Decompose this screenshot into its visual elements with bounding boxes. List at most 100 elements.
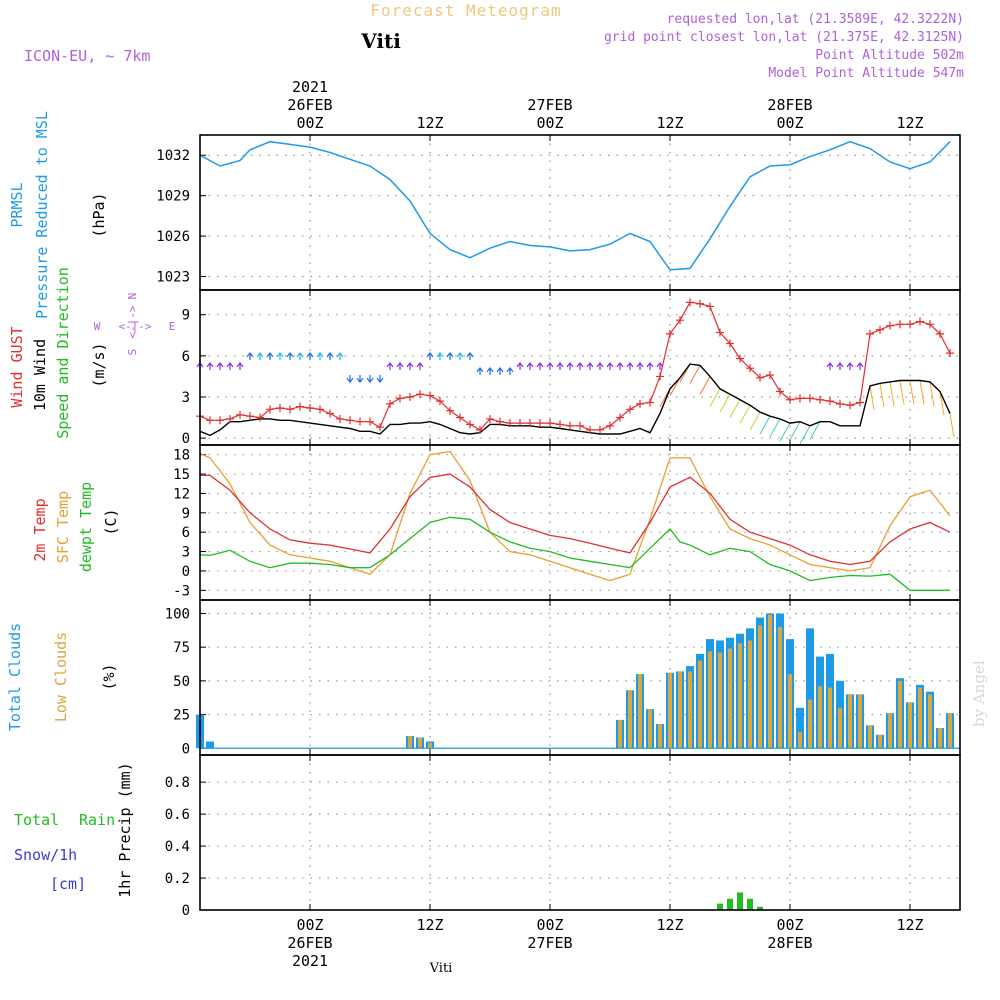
wind-gust-point <box>326 409 334 418</box>
wind-gust-point <box>416 390 424 399</box>
temp-panel-frame <box>199 444 961 601</box>
wind-arrow-head <box>376 377 384 383</box>
temp-label-dewpt: dewpt Temp <box>77 482 95 572</box>
cloud-low-bar <box>768 614 772 749</box>
bottom-year-label: 2021 <box>292 952 328 970</box>
wind-gust-point <box>926 320 934 329</box>
wind-gust-point <box>616 413 624 422</box>
cloud-low-bar <box>938 728 942 749</box>
temp-label-2m: 2m Temp <box>31 498 49 561</box>
wind-gust-point <box>566 421 574 430</box>
wind-gust-point <box>746 364 754 373</box>
wind-direction-arrow <box>889 381 895 406</box>
wind-gust-point <box>386 399 394 408</box>
wind-gust-point <box>476 425 484 434</box>
top-date-label: 27FEB <box>527 96 572 114</box>
wind-direction-arrow <box>919 380 925 405</box>
wind-arrow-head <box>626 362 634 368</box>
wind-arrow-head <box>366 377 374 383</box>
clouds-label-total: Total Clouds <box>6 623 24 731</box>
wind-direction-arrow <box>689 365 701 384</box>
wind-arrow-head <box>246 352 254 358</box>
wind-gust-point <box>626 405 634 414</box>
wind-arrow-head <box>336 352 344 358</box>
precip-ytick-label: 0.4 <box>165 839 190 855</box>
wind-gust-point <box>276 403 284 412</box>
cloud-low-bar <box>678 671 682 749</box>
info-point-altitude: Point Altitude 502m <box>815 48 964 63</box>
wind-gust-point <box>816 395 824 404</box>
wind-gust-point <box>896 320 904 329</box>
wind-arrow-head <box>636 362 644 368</box>
wind-direction-arrow <box>779 422 791 442</box>
bottom-date-label: 26FEB <box>287 934 332 952</box>
pressure-label-prmsl: PRMSL <box>8 182 26 227</box>
cloud-low-bar <box>638 674 642 749</box>
cloud-low-bar <box>618 719 622 749</box>
wind-gust-point <box>466 420 474 429</box>
cloud-low-bar <box>788 674 792 749</box>
wind-direction-arrow <box>769 418 781 438</box>
precip-ytick-label: 0.6 <box>165 807 190 823</box>
wind-gust-point <box>796 394 804 403</box>
wind-gust-point <box>536 419 544 428</box>
wind-gust-point <box>366 417 374 426</box>
wind-arrow-head <box>276 352 284 358</box>
wind-arrow-head <box>466 352 474 358</box>
bottom-time-label: 12Z <box>416 916 443 934</box>
station-name: Viti <box>360 29 401 53</box>
temp-ytick-label: 9 <box>182 506 190 522</box>
temp-ytick-label: 3 <box>182 545 190 561</box>
wind-gust-point <box>846 401 854 410</box>
compass-vertical-arrow: <-|-> <box>126 305 139 338</box>
wind-gust-point <box>406 392 414 401</box>
bottom-time-label: 00Z <box>776 916 803 934</box>
wind-gust-point <box>766 371 774 380</box>
info-grid-point: grid point closest lon,lat (21.375E, 42.… <box>604 30 964 45</box>
wind-direction-arrow <box>719 394 731 413</box>
wind-direction-arrow <box>709 388 721 408</box>
credit-label: by Angel <box>970 660 988 727</box>
wind-gust-point <box>866 329 874 338</box>
wind-gust-point <box>556 420 564 429</box>
wind-arrow-head <box>556 362 564 368</box>
wind-unit-label: (m/s) <box>90 342 108 387</box>
pressure-label-reduced: Pressure Reduced to MSL <box>33 111 51 319</box>
wind-arrow-head <box>826 362 834 368</box>
cloud-low-bar <box>708 651 712 749</box>
clouds-ytick-label: 25 <box>173 708 190 724</box>
clouds-unit-label: (%) <box>100 663 118 690</box>
wind-arrow-head <box>616 362 624 368</box>
bottom-time-label: 00Z <box>536 916 563 934</box>
wind-gust-point <box>916 317 924 326</box>
wind-arrow-head <box>316 352 324 358</box>
temp-ytick-label: 12 <box>173 486 190 502</box>
wind-direction-arrow <box>759 415 771 435</box>
wind-ytick-label: 0 <box>182 431 190 447</box>
clouds-ytick-label: 75 <box>173 640 190 656</box>
wind-arrow-head <box>606 362 614 368</box>
cloud-low-bar <box>838 707 842 749</box>
footer-station: Viti <box>429 961 453 976</box>
cloud-low-bar <box>868 725 872 749</box>
top-time-label: 12Z <box>896 114 923 132</box>
temp-label-sfc: SFC Temp <box>54 491 72 563</box>
temp-sfc-series-line <box>199 450 951 582</box>
wind-gust-point <box>306 403 314 412</box>
cloud-low-bar <box>688 671 692 749</box>
wind-ytick-label: 3 <box>182 390 190 406</box>
top-time-label: 00Z <box>536 114 563 132</box>
precip-rain-bar <box>717 903 723 910</box>
wind-direction-arrow <box>809 421 821 440</box>
wind-arrow-head <box>266 352 274 358</box>
precip-rain-bar <box>727 898 733 910</box>
cloud-low-bar <box>798 732 802 749</box>
wind-arrow-head <box>496 367 504 373</box>
wind-arrow-head <box>236 362 244 368</box>
wind-gust-point <box>446 406 454 415</box>
wind-10m-series-line <box>199 363 951 437</box>
wind-direction-arrow <box>949 413 955 438</box>
wind-gust-point <box>776 387 784 396</box>
cloud-low-bar <box>928 694 932 749</box>
precip-rain-bar <box>737 892 743 910</box>
